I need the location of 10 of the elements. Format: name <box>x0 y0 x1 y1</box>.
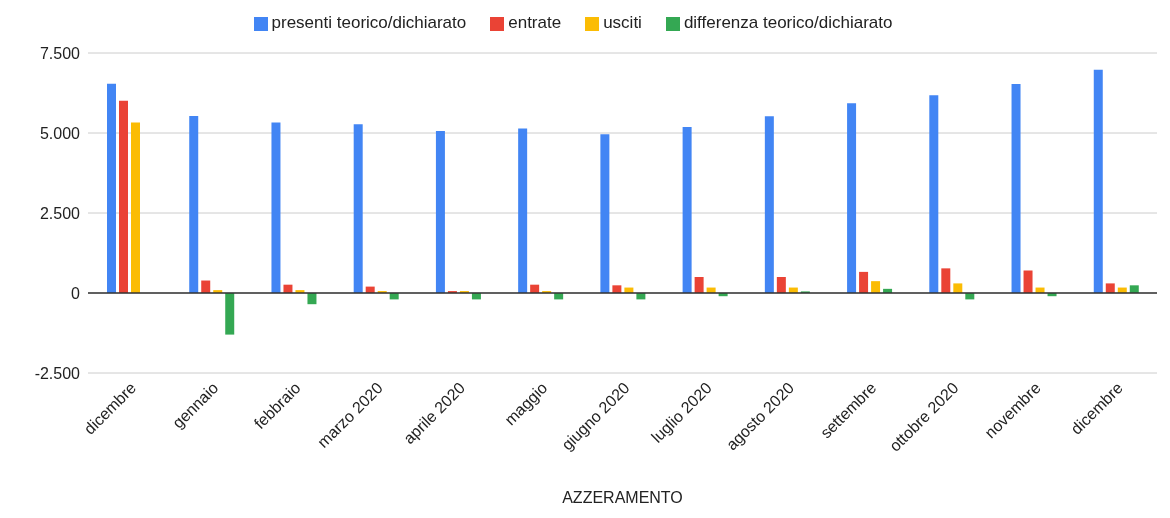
legend-label: presenti teorico/dichiarato <box>271 13 467 32</box>
y-tick-label: 2.500 <box>39 204 81 222</box>
y-tick-label: 7.500 <box>39 44 81 62</box>
y-tick-label: 5.000 <box>39 124 81 142</box>
legend-label: usciti <box>603 13 642 32</box>
legend-label: entrate <box>508 13 562 32</box>
y-tick-label: -2.500 <box>34 364 81 382</box>
y-tick-label: 0 <box>71 284 81 302</box>
x-axis-title: AZZERAMENTO <box>562 489 683 506</box>
legend-label: differenza teorico/dichiarato <box>683 13 893 32</box>
